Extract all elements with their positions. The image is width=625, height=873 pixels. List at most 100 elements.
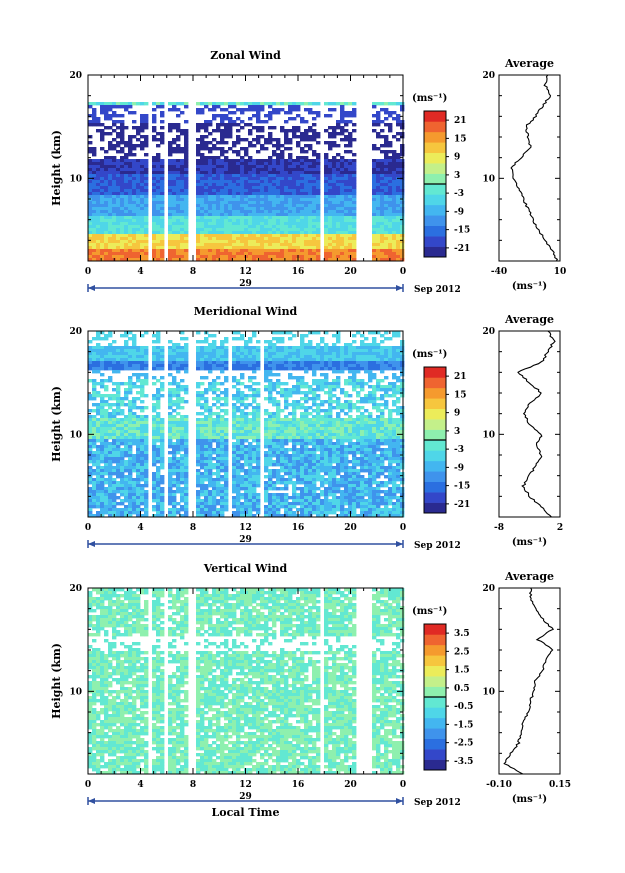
- heatmap-cell: [248, 141, 253, 145]
- heatmap-cell: [200, 430, 205, 434]
- heatmap-cell: [220, 424, 225, 428]
- heatmap-cell: [368, 391, 373, 395]
- heatmap-cell: [120, 147, 125, 151]
- heatmap-cell: [332, 427, 337, 431]
- heatmap-cell: [344, 382, 349, 386]
- heatmap-cell: [168, 403, 173, 407]
- heatmap-cell: [156, 355, 161, 359]
- heatmap-cell: [168, 352, 173, 356]
- heatmap-cell: [268, 391, 273, 395]
- heatmap-cell: [184, 105, 189, 109]
- heatmap-cell: [328, 421, 333, 425]
- heatmap-cell: [376, 343, 381, 347]
- heatmap-cell: [168, 147, 173, 151]
- heatmap-cell: [172, 252, 177, 256]
- heatmap-cell: [388, 195, 393, 199]
- heatmap-cell: [340, 168, 345, 172]
- heatmap-cell: [172, 418, 177, 422]
- heatmap-cell: [308, 343, 313, 347]
- heatmap-cell: [268, 207, 273, 211]
- heatmap-cell: [296, 430, 301, 434]
- heatmap-cell: [252, 400, 257, 404]
- heatmap-cell: [400, 364, 405, 368]
- heatmap-cell: [340, 159, 345, 163]
- heatmap-cell: [152, 168, 157, 172]
- heatmap-cell: [268, 367, 273, 371]
- heatmap-cell: [260, 234, 265, 238]
- heatmap-cell: [176, 213, 181, 217]
- heatmap-cell: [392, 171, 397, 175]
- heatmap-cell: [288, 243, 293, 247]
- heatmap-cell: [284, 237, 289, 241]
- heatmap-cell: [216, 406, 221, 410]
- heatmap-cell: [380, 394, 385, 398]
- heatmap-cell: [340, 225, 345, 229]
- heatmap-cell: [160, 427, 165, 431]
- heatmap-cell: [144, 162, 149, 166]
- heatmap-cell: [340, 105, 345, 109]
- heatmap-cell: [344, 249, 349, 253]
- heatmap-cell: [248, 364, 253, 368]
- heatmap-cell: [124, 243, 129, 247]
- heatmap-cell: [284, 246, 289, 250]
- heatmap-cell: [304, 346, 309, 350]
- heatmap-cell: [132, 120, 137, 124]
- heatmap-cell: [260, 165, 265, 169]
- heatmap-cell: [120, 427, 125, 431]
- heatmap-cell: [172, 352, 177, 356]
- heatmap-cell: [280, 240, 285, 244]
- heatmap-cell: [284, 249, 289, 253]
- heatmap-cell: [376, 207, 381, 211]
- heatmap-cell: [216, 198, 221, 202]
- heatmap-cell: [120, 105, 125, 109]
- heatmap-cell: [216, 129, 221, 133]
- heatmap-cell: [284, 397, 289, 401]
- heatmap-cell: [308, 331, 313, 335]
- heatmap-cell: [260, 180, 265, 184]
- heatmap-cell: [400, 102, 405, 106]
- heatmap-cell: [316, 102, 321, 106]
- heatmap-cell: [384, 174, 389, 178]
- heatmap-cell: [304, 394, 309, 398]
- heatmap-cell: [208, 222, 213, 226]
- heatmap-cell: [96, 204, 101, 208]
- heatmap-cell: [372, 192, 377, 196]
- heatmap-cell: [324, 343, 329, 347]
- heatmap-cell: [340, 195, 345, 199]
- heatmap-cell: [332, 379, 337, 383]
- heatmap-cell: [168, 213, 173, 217]
- heatmap-cell: [384, 186, 389, 190]
- heatmap-cell: [104, 418, 109, 422]
- heatmap-cell: [304, 358, 309, 362]
- heatmap-cell: [336, 352, 341, 356]
- heatmap-cell: [396, 409, 401, 413]
- heatmap-cell: [384, 204, 389, 208]
- heatmap-cell: [364, 358, 369, 362]
- heatmap-cell: [376, 216, 381, 220]
- heatmap-cell: [240, 246, 245, 250]
- heatmap-cell: [240, 258, 245, 262]
- heatmap-cell: [364, 430, 369, 434]
- heatmap-cell: [244, 108, 249, 112]
- heatmap-cell: [252, 192, 257, 196]
- heatmap-cell: [400, 225, 405, 229]
- heatmap-cell: [152, 340, 157, 344]
- heatmap-cell: [348, 394, 353, 398]
- heatmap-cell: [88, 105, 93, 109]
- heatmap-cell: [108, 415, 113, 419]
- heatmap-cell: [248, 252, 253, 256]
- heatmap-cell: [392, 231, 397, 235]
- heatmap-cell: [324, 355, 329, 359]
- heatmap-cell: [168, 358, 173, 362]
- heatmap-cell: [168, 355, 173, 359]
- heatmap-cell: [332, 174, 337, 178]
- heatmap-cell: [260, 171, 265, 175]
- heatmap-cell: [328, 349, 333, 353]
- heatmap-cell: [252, 361, 257, 365]
- heatmap-cell: [184, 198, 189, 202]
- heatmap-cell: [204, 189, 209, 193]
- heatmap-cell: [140, 183, 145, 187]
- heatmap-cell: [108, 207, 113, 211]
- heatmap-cell: [204, 391, 209, 395]
- heatmap-cell: [136, 385, 141, 389]
